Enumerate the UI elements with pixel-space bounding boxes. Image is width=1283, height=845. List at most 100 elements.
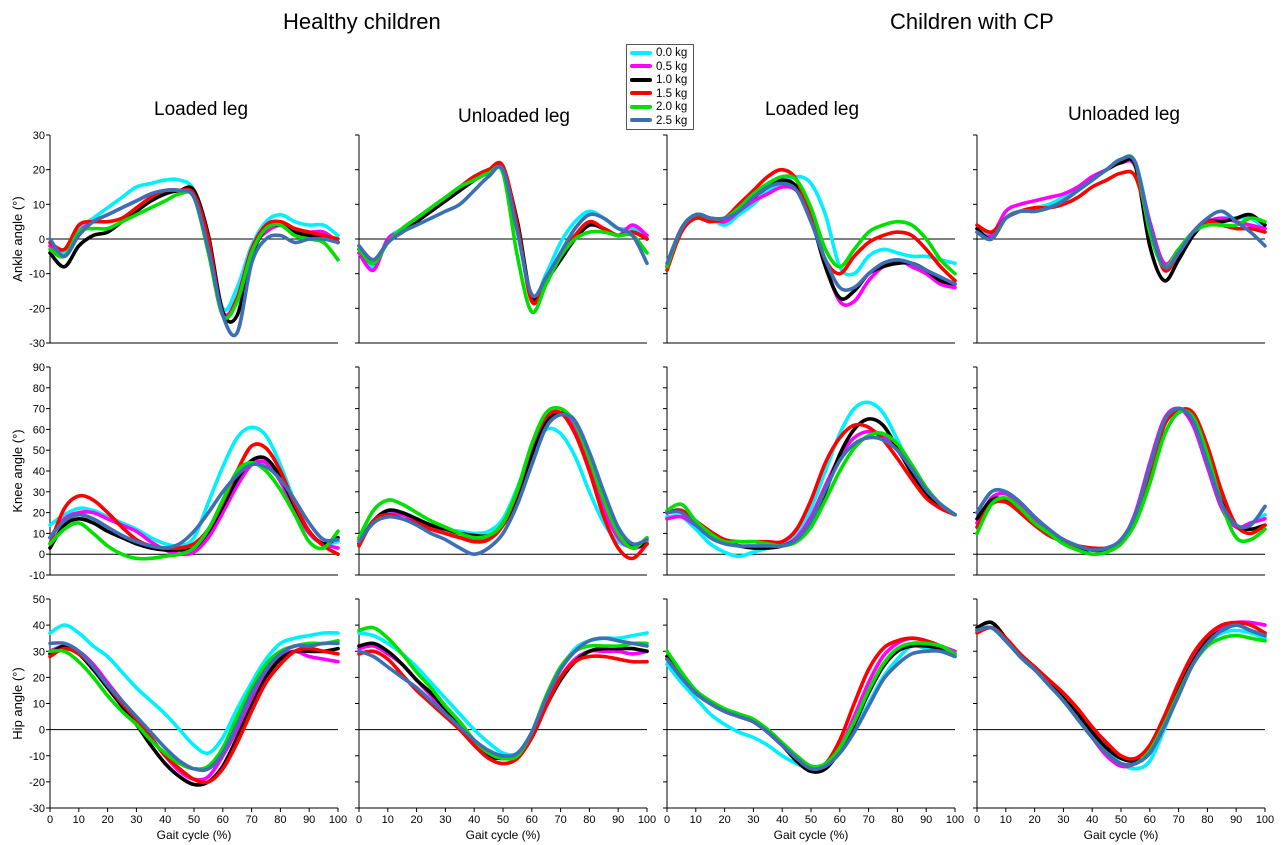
series-line (975, 620, 1267, 761)
y-tick-label: 10 (33, 199, 45, 211)
series-line (665, 422, 957, 545)
x-tick-label: 70 (554, 814, 566, 826)
x-tick-label: 0 (356, 814, 362, 826)
x-tick-label: 40 (1086, 814, 1098, 826)
y-tick-label: 50 (33, 445, 45, 457)
x-tick-label: 100 (638, 814, 656, 826)
x-axis-label: Gait cycle (%) (157, 828, 232, 842)
series-line (665, 648, 957, 772)
series-line (975, 406, 1267, 552)
x-tick-label: 10 (1000, 814, 1012, 826)
x-tick-label: 50 (805, 814, 817, 826)
x-tick-label: 70 (245, 814, 257, 826)
x-tick-label: 60 (526, 814, 538, 826)
series-line (665, 643, 957, 774)
x-tick-label: 80 (274, 814, 286, 826)
x-axis-label: Gait cycle (%) (1084, 828, 1159, 842)
x-tick-label: 90 (612, 814, 624, 826)
series-line (357, 641, 649, 761)
series-line (48, 639, 340, 771)
y-tick-label: -30 (29, 338, 45, 350)
y-axis-label: Hip angle (°) (10, 667, 25, 739)
y-tick-label: 20 (33, 165, 45, 177)
x-tick-label: 70 (1172, 814, 1184, 826)
y-tick-label: 30 (33, 130, 45, 142)
y-tick-label: -30 (29, 803, 45, 815)
x-tick-label: 40 (776, 814, 788, 826)
x-tick-label: 60 (834, 814, 846, 826)
column-title-2: Unloaded leg (458, 106, 570, 127)
y-tick-label: -20 (29, 303, 45, 315)
legend-item: 1.0 kg (630, 73, 687, 87)
legend-item: 2.0 kg (630, 100, 687, 114)
series-line (665, 431, 957, 548)
x-tick-label: 80 (891, 814, 903, 826)
x-tick-label: 20 (718, 814, 730, 826)
x-axis-label: Gait cycle (%) (466, 828, 541, 842)
series-line (357, 164, 649, 315)
series-line (665, 643, 957, 771)
y-tick-label: 90 (33, 362, 45, 374)
legend-label: 2.5 kg (656, 114, 688, 127)
series-line (357, 649, 649, 766)
x-tick-label: 80 (1201, 814, 1213, 826)
x-tick-label: 60 (1144, 814, 1156, 826)
series-line (48, 641, 340, 773)
x-tick-label: 0 (47, 814, 53, 826)
legend-label: 0.0 kg (656, 47, 688, 59)
legend-swatch (630, 118, 652, 123)
legend-swatch (630, 104, 652, 109)
y-tick-label: 80 (33, 383, 45, 395)
x-axis-label: Gait cycle (%) (774, 828, 849, 842)
x-tick-label: 90 (1230, 814, 1242, 826)
y-tick-label: 30 (33, 646, 45, 658)
y-tick-label: 70 (33, 404, 45, 416)
x-tick-label: 100 (329, 814, 347, 826)
x-tick-label: 90 (303, 814, 315, 826)
series-line (357, 412, 649, 556)
series-line (357, 636, 649, 758)
y-tick-label: 60 (33, 424, 45, 436)
y-tick-label: 40 (33, 620, 45, 632)
series-line (48, 185, 340, 324)
x-tick-label: 0 (974, 814, 980, 826)
x-tick-label: 100 (946, 814, 964, 826)
y-tick-label: -10 (29, 751, 45, 763)
series-line (975, 625, 1267, 767)
group-title-cp: Children with CP (890, 9, 1054, 34)
y-tick-label: 0 (39, 234, 45, 246)
series-line (48, 425, 340, 548)
column-title-1: Loaded leg (154, 99, 249, 120)
series-line (48, 623, 340, 756)
x-tick-label: 10 (73, 814, 85, 826)
series-line (48, 187, 340, 318)
x-tick-label: 30 (439, 814, 451, 826)
series-line (48, 462, 340, 550)
series-line (357, 625, 649, 761)
x-tick-label: 50 (1115, 814, 1127, 826)
series-line (357, 164, 649, 298)
y-tick-label: 0 (39, 549, 45, 561)
series-line (48, 189, 340, 320)
y-tick-label: 0 (39, 725, 45, 737)
series-line (665, 181, 957, 292)
legend-item: 0.0 kg (630, 46, 687, 60)
series-line (975, 625, 1267, 771)
series-line (665, 641, 957, 769)
y-tick-label: 50 (33, 594, 45, 606)
series-line (975, 406, 1267, 551)
series-line (665, 178, 957, 301)
y-tick-label: 20 (33, 508, 45, 520)
x-tick-label: 10 (690, 814, 702, 826)
x-tick-label: 50 (497, 814, 509, 826)
x-tick-label: 30 (130, 814, 142, 826)
x-tick-label: 100 (1256, 814, 1274, 826)
series-line (975, 620, 1267, 769)
legend-item: 0.5 kg (630, 60, 687, 74)
x-tick-label: 30 (747, 814, 759, 826)
x-tick-label: 20 (410, 814, 422, 826)
series-line (48, 187, 340, 321)
x-tick-label: 60 (217, 814, 229, 826)
legend-label: 1.5 kg (656, 87, 688, 100)
